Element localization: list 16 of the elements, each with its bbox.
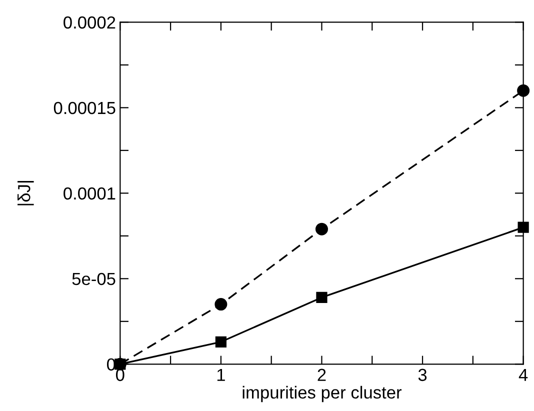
y-tick-label: 0.0001	[64, 187, 116, 200]
x-tick-label: 4	[518, 368, 528, 381]
point	[214, 298, 228, 311]
point	[315, 222, 328, 236]
point	[518, 222, 529, 233]
x-tick-label: 3	[418, 368, 427, 382]
y-tick-label: 0.00015	[54, 102, 116, 114]
x-tick-label: 2	[318, 368, 326, 381]
y-tick-label: 0.0002	[64, 16, 116, 29]
x-tick-label: 1	[217, 368, 225, 381]
point	[316, 292, 328, 304]
point	[517, 84, 530, 97]
point	[215, 336, 226, 348]
x-axis-title: impurities per cluster	[242, 386, 402, 402]
y-axis-title: |δJ|	[18, 181, 34, 206]
y-tick-label: 5e-05	[72, 272, 116, 286]
